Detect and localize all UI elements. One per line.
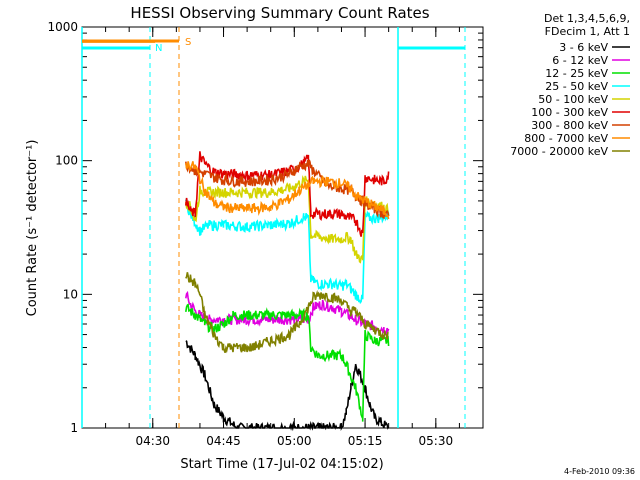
x-tick-label: 05:00 [277,434,312,448]
y-tick-label: 1 [70,421,78,435]
generation-timestamp: 4-Feb-2010 09:36 [564,467,635,476]
series-line-8 [185,272,389,354]
legend-label: 3 - 6 keV [559,41,608,54]
legend-header-1: Det 1,3,4,5,6,9, [544,12,630,25]
y-tick-label: 1000 [47,20,78,34]
series-line-4 [185,175,390,264]
x-tick-label: 05:30 [419,434,454,448]
y-axis-label: Count Rate (s⁻¹ detector⁻¹) [25,140,40,317]
legend-label: 7000 - 20000 keV [510,145,608,158]
legend-label: 25 - 50 keV [545,80,608,93]
y-tick-label: 10 [63,287,78,301]
legend-label: 6 - 12 keV [552,54,608,67]
x-tick-label: 04:45 [206,434,241,448]
legend-label: 12 - 25 keV [545,67,608,80]
tick-labels: 1 10 100 1000 04:30 04:45 05:00 05:15 05:30 [47,20,453,448]
legend-header-2: FDecim 1, Att 1 [545,25,630,38]
series-line-1 [185,290,390,336]
data-series [82,39,390,432]
chart-title: HESSI Observing Summary Count Rates [130,4,429,22]
legend-label: 800 - 7000 keV [524,132,608,145]
night-flag-label: N [155,43,162,54]
y-tick-label: 100 [55,154,78,168]
series-line-3 [185,198,390,305]
series-line-2 [185,303,390,422]
x-tick-label: 04:30 [135,434,170,448]
legend-label: 50 - 100 keV [538,93,608,106]
series-line-0 [185,340,390,432]
x-tick-label: 05:15 [348,434,383,448]
legend-label: 300 - 800 keV [531,119,608,132]
legend-label: 100 - 300 keV [531,106,608,119]
saa-flag-label: S [185,37,191,48]
series-line-7 [185,161,390,220]
legend: Det 1,3,4,5,6,9, FDecim 1, Att 1 3 - 6 k… [510,12,630,158]
x-axis-label: Start Time (17-Jul-02 04:15:02) [180,457,383,472]
